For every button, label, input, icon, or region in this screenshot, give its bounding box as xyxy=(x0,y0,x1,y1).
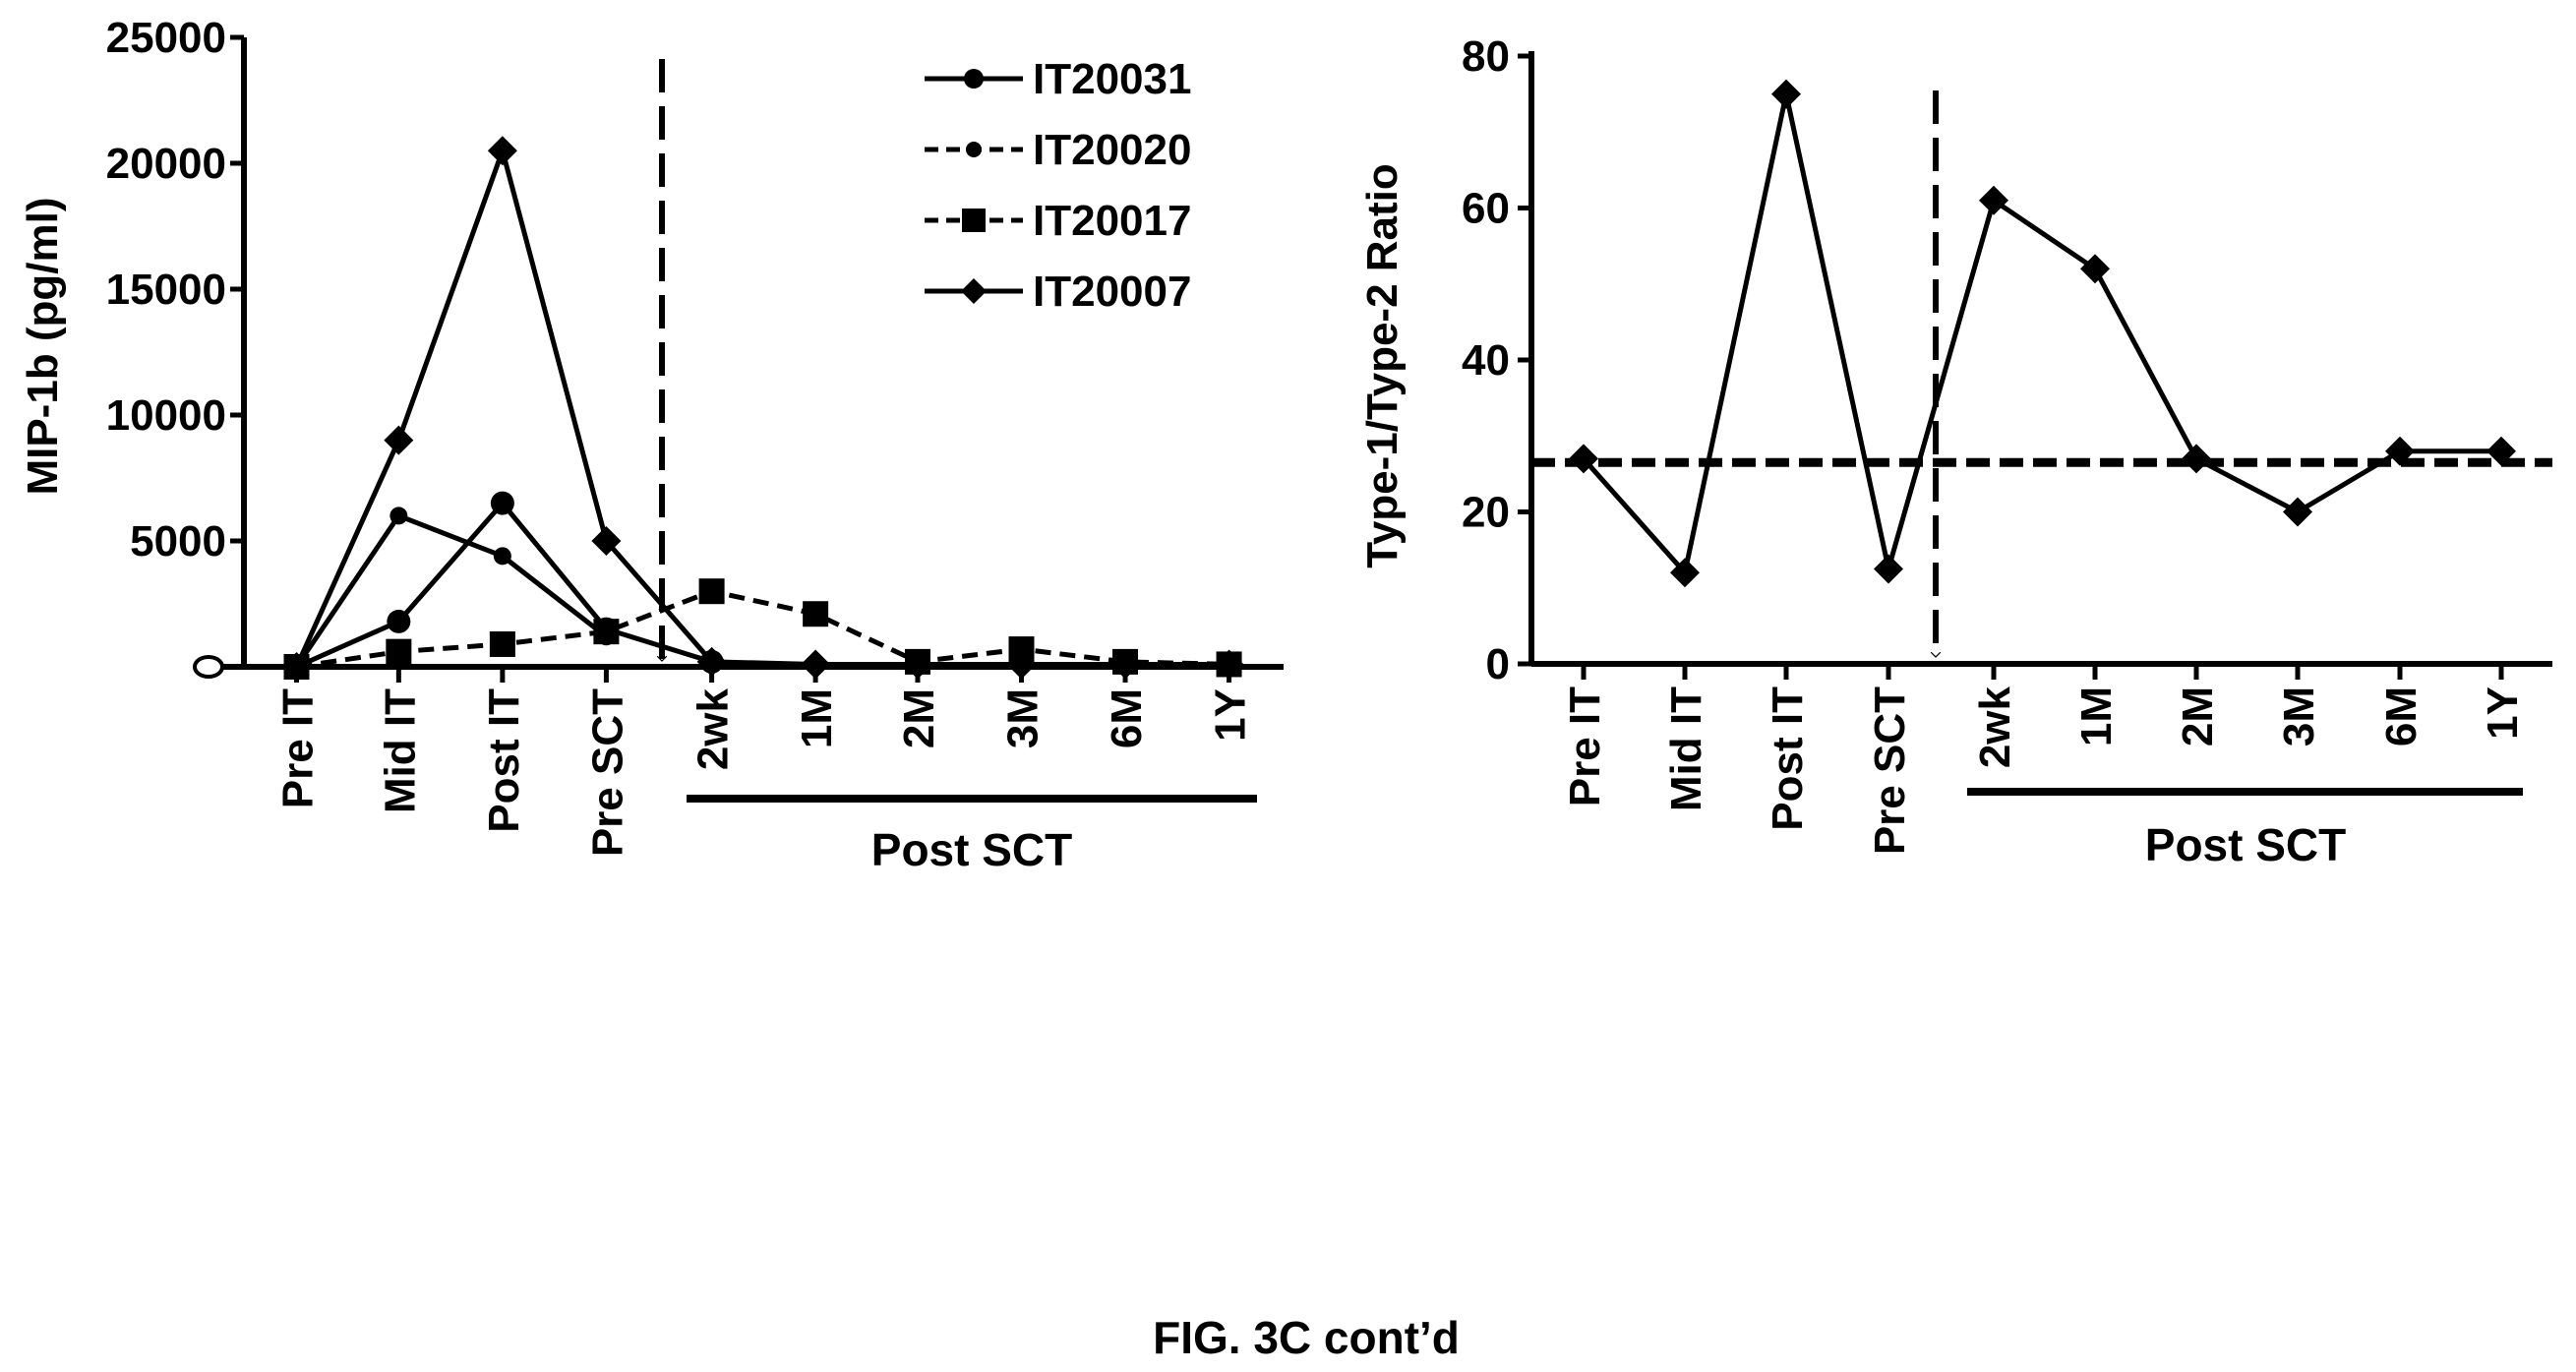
left-data-point-it20007 xyxy=(281,652,312,682)
right-x-tick-label-1y: 1Y xyxy=(2479,686,2527,740)
right-data-point xyxy=(1771,79,1801,109)
right-data-point xyxy=(2182,444,2211,474)
right-post-sct-label: Post SCT xyxy=(2145,819,2346,870)
right-data-point xyxy=(2385,436,2415,466)
right-data-point xyxy=(2486,436,2516,466)
legend-item-it20007: IT20007 xyxy=(925,268,1191,316)
left-x-tick-label-1y: 1Y xyxy=(1207,688,1255,742)
legend-item-it20031: IT20031 xyxy=(925,55,1191,103)
chart-right: Type-1/Type-2 Ratio 0 20 40 60 80 Pre IT Mid … xyxy=(1358,32,2552,870)
left-x-tick-label-2m: 2M xyxy=(895,688,943,748)
svg-text:IT20007: IT20007 xyxy=(1033,268,1191,316)
right-x-tick-label-2wk: 2wk xyxy=(1971,686,2019,768)
left-data-point-it20007 xyxy=(384,425,414,455)
right-x-tick-label-6m: 6M xyxy=(2377,686,2426,746)
right-y-tick-label: 20 xyxy=(1462,489,1510,537)
left-x-tick-label-6m: 6M xyxy=(1103,688,1151,748)
left-data-point-it20031 xyxy=(490,491,514,515)
left-data-point-it20007 xyxy=(1110,649,1141,680)
right-x-ticks: Pre IT Mid IT Post IT Pre SCT 2wk 1M 2M 3M 6M 1Y xyxy=(1561,664,2527,855)
right-x-tick-label-3m: 3M xyxy=(2275,686,2323,746)
left-x-tick-label-1m: 1M xyxy=(793,688,841,748)
left-y-tick-label: 15000 xyxy=(106,266,226,314)
right-x-tick-label-mid-it: Mid IT xyxy=(1662,686,1710,811)
left-y-tick-label: 20000 xyxy=(106,140,226,188)
left-data-point-it20017 xyxy=(489,630,515,657)
left-y-ticks: 5000 10000 15000 20000 25000 xyxy=(106,14,244,670)
left-x-tick-label-pre-it: Pre IT xyxy=(274,688,323,808)
left-series-line-it20007 xyxy=(294,142,1229,669)
right-data-point xyxy=(2283,497,2312,527)
right-x-tick-label-1m: 1M xyxy=(2072,686,2121,746)
left-data-point-it20007 xyxy=(487,136,517,166)
left-x-tick-label-3m: 3M xyxy=(999,688,1048,748)
left-x-tick-label-mid-it: Mid IT xyxy=(376,688,424,813)
left-data-point-it20007 xyxy=(1006,649,1037,680)
left-data-point-it20031 xyxy=(387,609,411,633)
left-series-it20017 xyxy=(283,578,1242,680)
left-data-point-it20020 xyxy=(493,547,511,566)
svg-text:IT20031: IT20031 xyxy=(1033,55,1191,103)
left-data-point-it20007 xyxy=(801,649,831,680)
left-data-point-it20017 xyxy=(803,601,829,627)
svg-text:IT20017: IT20017 xyxy=(1033,197,1191,245)
right-y-tick-label: 80 xyxy=(1462,32,1510,81)
right-data-point xyxy=(2080,254,2110,284)
right-x-tick-label-post-it: Post IT xyxy=(1764,686,1812,831)
right-y-axis-title: Type-1/Type-2 Ratio xyxy=(1358,163,1407,568)
legend-item-it20020: IT20020 xyxy=(925,126,1191,174)
left-post-sct-label: Post SCT xyxy=(871,824,1072,875)
right-data-point xyxy=(1569,444,1598,474)
left-data-point-it20007 xyxy=(696,646,727,677)
left-x-tick-label-pre-sct: Pre SCT xyxy=(583,688,631,857)
right-y-ticks: 0 20 40 60 80 xyxy=(1462,32,1531,688)
left-series-line-it20017 xyxy=(296,588,1229,670)
right-series-line xyxy=(1582,93,2501,578)
left-y-tick-label: 25000 xyxy=(106,14,226,62)
left-series-line-it20020 xyxy=(294,512,608,669)
left-data-point-it20007 xyxy=(591,526,622,556)
left-data-point-it20017 xyxy=(593,619,620,645)
legend-item-it20017: IT20017 xyxy=(925,197,1191,245)
left-y-tick-label: 5000 xyxy=(130,517,226,566)
left-x-tick-label-2wk: 2wk xyxy=(689,687,738,770)
right-data-point xyxy=(1670,558,1700,588)
chart-left: MIP-1b (pg/ml) 500010000150002000025000 … xyxy=(19,14,1284,875)
right-x-tick-label-pre-it: Pre IT xyxy=(1561,686,1609,806)
left-data-point-it20017 xyxy=(698,578,725,605)
svg-text:IT20020: IT20020 xyxy=(1033,126,1191,174)
left-x-tick-label-post-it: Post IT xyxy=(480,688,528,833)
left-data-point-it20020 xyxy=(389,507,408,525)
right-y-tick-label: 60 xyxy=(1462,185,1510,233)
left-legend: IT20031 IT20020 IT20017 IT20007 xyxy=(925,55,1191,316)
left-data-point-it20007 xyxy=(902,649,932,680)
left-series-it20007 xyxy=(281,136,1244,682)
left-y-axis-title: MIP-1b (pg/ml) xyxy=(19,197,67,495)
right-y-tick-label: 0 xyxy=(1486,640,1510,688)
right-x-tick-label-pre-sct: Pre SCT xyxy=(1866,686,1914,855)
left-data-point-it20007 xyxy=(1214,649,1244,680)
left-axis-break-icon xyxy=(193,655,224,679)
right-data-point xyxy=(1979,185,2008,215)
left-series-group xyxy=(281,136,1244,682)
left-x-ticks: Pre IT Mid IT Post IT Pre SCT 2wk 1M 2M 3M 6M 1Y xyxy=(274,667,1255,857)
left-y-tick-label: 10000 xyxy=(106,391,226,440)
figure-caption: FIG. 3C cont’d xyxy=(1153,1312,1460,1363)
right-data-point xyxy=(1874,554,1903,584)
right-y-tick-label: 40 xyxy=(1462,336,1510,385)
left-data-point-it20017 xyxy=(386,638,412,665)
right-series-group xyxy=(1569,79,2516,588)
right-x-tick-label-2m: 2M xyxy=(2174,686,2222,746)
